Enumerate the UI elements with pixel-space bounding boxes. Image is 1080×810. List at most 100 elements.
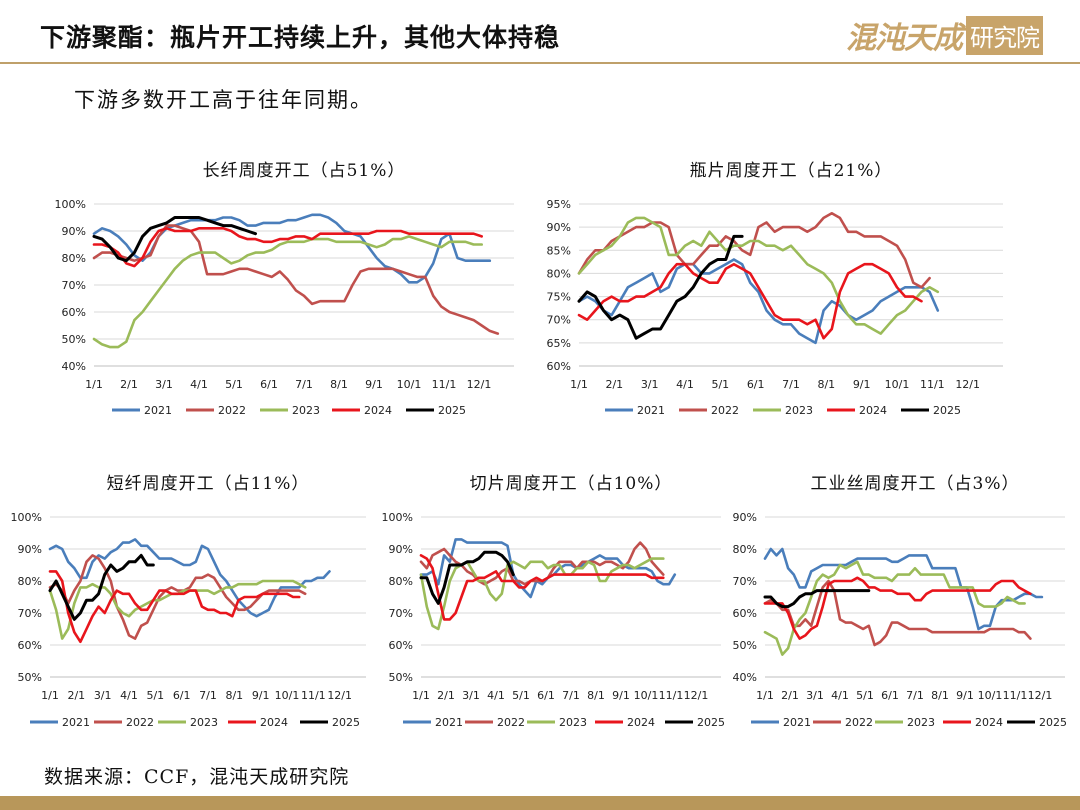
legend-label-2021: 2021	[62, 716, 90, 729]
x-tick-label: 8/1	[931, 689, 949, 702]
x-tick-label: 8/1	[817, 378, 835, 391]
series-line-2025	[419, 550, 515, 605]
y-tick-label: 60%	[62, 306, 86, 319]
x-tick-label: 9/1	[612, 689, 630, 702]
x-tick-label: 6/1	[537, 689, 555, 702]
series-line-2024	[419, 554, 665, 621]
chart-title: 切片周度开工（占10%）	[470, 474, 673, 494]
x-tick-label: 9/1	[853, 378, 871, 391]
series-line-2021	[48, 538, 331, 618]
x-tick-label: 4/1	[831, 689, 849, 702]
legend-label-2023: 2023	[785, 404, 813, 417]
chart-chip: 切片周度开工（占10%） 50% 60% 70% 80% 90% 100% 1/1 2/1 3/1…	[382, 474, 725, 729]
series-line-2023	[577, 216, 940, 335]
series-line-2025	[577, 234, 744, 340]
y-tick-label: 70%	[18, 607, 42, 620]
x-tick-label: 2/1	[781, 689, 799, 702]
chart-bottle-chip: 瓶片周度开工（占21%） 60% 65% 70% 75% 80% 85% 90% 95% 1/1 2…	[547, 161, 1003, 417]
x-tick-label: 2/1	[437, 689, 455, 702]
x-tick-label: 2/1	[120, 378, 138, 391]
y-tick-label: 80%	[18, 575, 42, 588]
y-tick-label: 70%	[733, 575, 757, 588]
x-tick-label: 10/1	[397, 378, 422, 391]
x-tick-label: 7/1	[295, 378, 313, 391]
x-tick-label: 1/1	[756, 689, 774, 702]
series-line-2025	[763, 589, 871, 609]
y-tick-label: 80%	[389, 575, 413, 588]
x-tick-label: 12/1	[955, 378, 980, 391]
x-tick-label: 11/1	[432, 378, 457, 391]
series-line-2024	[763, 576, 1032, 640]
series-line-2025	[48, 553, 155, 621]
footer-bar	[0, 796, 1080, 810]
y-tick-label: 90%	[18, 543, 42, 556]
x-tick-label: 12/1	[467, 378, 492, 391]
legend-label-2023: 2023	[190, 716, 218, 729]
x-tick-label: 2/1	[67, 689, 85, 702]
y-tick-label: 40%	[62, 360, 86, 373]
x-tick-label: 5/1	[225, 378, 243, 391]
series-line-2024	[577, 262, 923, 340]
legend-label-2021: 2021	[783, 716, 811, 729]
y-tick-label: 90%	[733, 511, 757, 524]
x-tick-label: 3/1	[806, 689, 824, 702]
header-divider	[0, 62, 1080, 64]
x-tick-label: 3/1	[641, 378, 659, 391]
x-tick-label: 1/1	[412, 689, 430, 702]
x-tick-label: 6/1	[747, 378, 765, 391]
x-tick-label: 8/1	[330, 378, 348, 391]
legend-label-2022: 2022	[218, 404, 246, 417]
y-tick-label: 80%	[547, 267, 571, 280]
x-tick-label: 8/1	[225, 689, 243, 702]
y-tick-label: 100%	[11, 511, 42, 524]
y-tick-label: 80%	[733, 543, 757, 556]
series-line-2025	[92, 216, 257, 263]
x-tick-label: 5/1	[711, 378, 729, 391]
legend-label-2024: 2024	[627, 716, 655, 729]
series-line-2022	[763, 579, 1032, 647]
y-tick-label: 65%	[547, 337, 571, 350]
y-tick-label: 70%	[62, 279, 86, 292]
series-line-2023	[763, 560, 1026, 656]
x-tick-label: 9/1	[956, 689, 974, 702]
x-tick-label: 11/1	[1003, 689, 1028, 702]
y-tick-label: 100%	[55, 198, 86, 211]
legend-label-2024: 2024	[975, 716, 1003, 729]
series-line-2023	[419, 557, 665, 631]
series-line-2024	[48, 570, 301, 644]
x-tick-label: 9/1	[252, 689, 270, 702]
page-title: 下游聚酯：瓶片开工持续上升，其他大体持稳	[40, 23, 561, 52]
x-tick-label: 7/1	[782, 378, 800, 391]
x-tick-label: 10/1	[634, 689, 659, 702]
y-tick-label: 60%	[733, 607, 757, 620]
x-tick-label: 11/1	[920, 378, 945, 391]
y-tick-label: 50%	[733, 639, 757, 652]
x-tick-label: 5/1	[512, 689, 530, 702]
y-tick-label: 60%	[547, 360, 571, 373]
x-tick-label: 10/1	[885, 378, 910, 391]
chart-staple-fiber: 短纤周度开工（占11%） 50% 60% 70% 80% 90% 100% 1/1 2/1 3/1…	[11, 474, 366, 729]
x-tick-label: 3/1	[462, 689, 480, 702]
y-tick-label: 50%	[62, 333, 86, 346]
legend-label-2023: 2023	[907, 716, 935, 729]
x-tick-label: 12/1	[327, 689, 352, 702]
legend-label-2023: 2023	[292, 404, 320, 417]
x-tick-label: 7/1	[199, 689, 217, 702]
y-tick-label: 60%	[18, 639, 42, 652]
x-tick-label: 10/1	[275, 689, 300, 702]
x-tick-label: 5/1	[146, 689, 164, 702]
subtitle: 下游多数开工高于往年同期。	[74, 88, 373, 112]
x-tick-label: 11/1	[659, 689, 684, 702]
x-tick-label: 2/1	[605, 378, 623, 391]
legend-label-2021: 2021	[637, 404, 665, 417]
y-tick-label: 70%	[547, 314, 571, 327]
series-line-2024	[92, 227, 484, 268]
x-tick-label: 6/1	[260, 378, 278, 391]
x-tick-label: 9/1	[365, 378, 383, 391]
legend-label-2025: 2025	[697, 716, 725, 729]
series-line-2021	[577, 258, 940, 345]
logo-main-text: 混沌天成	[846, 21, 963, 56]
legend-label-2022: 2022	[845, 716, 873, 729]
y-tick-label: 90%	[389, 543, 413, 556]
y-tick-label: 80%	[62, 252, 86, 265]
